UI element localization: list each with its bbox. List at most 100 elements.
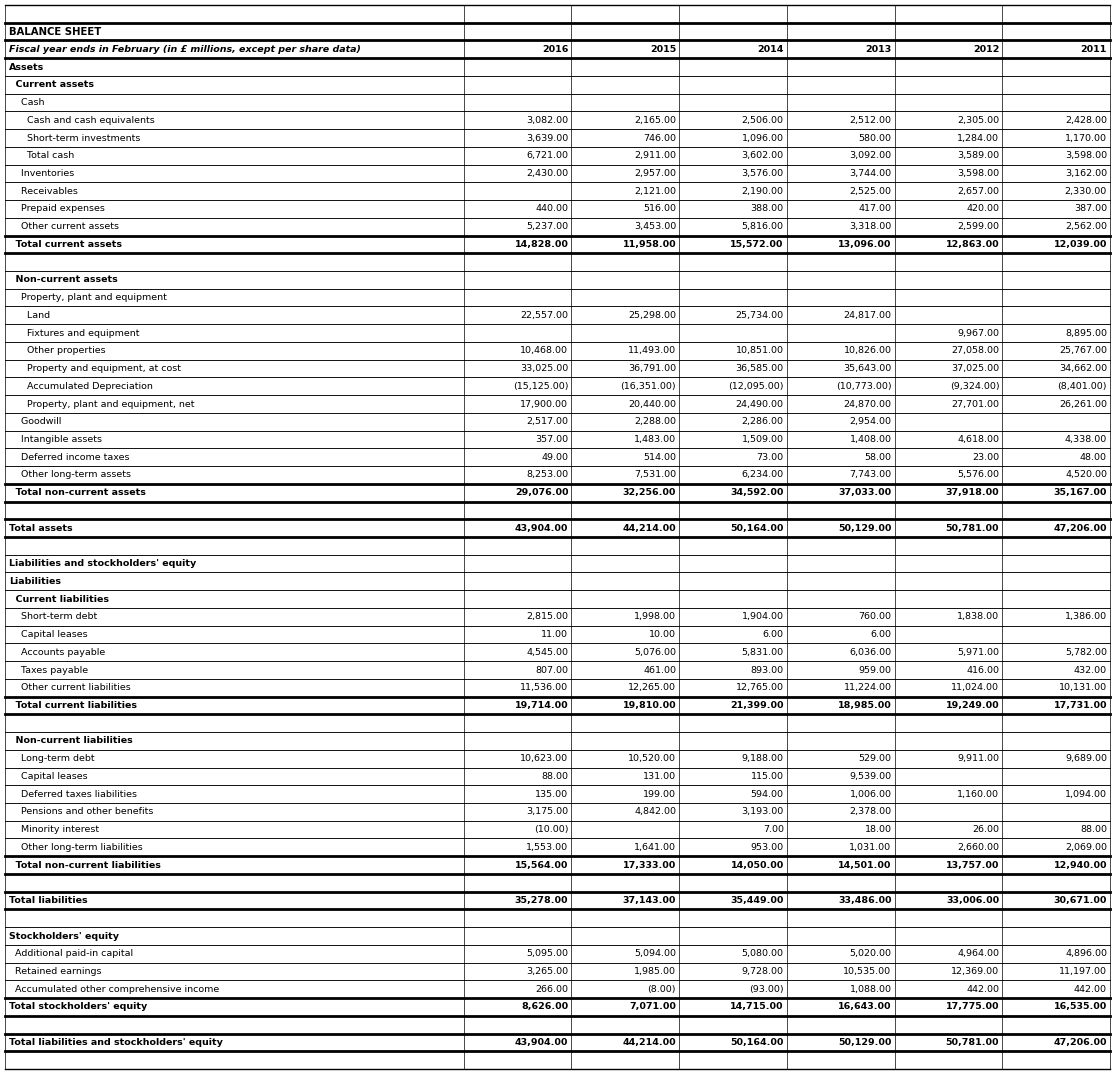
Text: 11,197.00: 11,197.00 bbox=[1059, 967, 1107, 976]
Text: 12,765.00: 12,765.00 bbox=[736, 683, 784, 693]
Text: 43,904.00: 43,904.00 bbox=[515, 524, 569, 533]
Text: 1,284.00: 1,284.00 bbox=[958, 133, 999, 143]
Text: 36,585.00: 36,585.00 bbox=[736, 364, 784, 373]
Text: 10.00: 10.00 bbox=[649, 630, 676, 639]
Text: 36,791.00: 36,791.00 bbox=[628, 364, 676, 373]
Text: 2,069.00: 2,069.00 bbox=[1065, 843, 1107, 852]
Text: 1,031.00: 1,031.00 bbox=[850, 843, 892, 852]
Text: 514.00: 514.00 bbox=[643, 453, 676, 462]
Text: Total liabilities: Total liabilities bbox=[9, 896, 88, 905]
Text: 440.00: 440.00 bbox=[535, 204, 569, 214]
Text: Accumulated Depreciation: Accumulated Depreciation bbox=[9, 381, 153, 391]
Text: Other current assets: Other current assets bbox=[9, 222, 119, 231]
Text: Taxes payable: Taxes payable bbox=[9, 666, 88, 674]
Text: 3,175.00: 3,175.00 bbox=[526, 808, 569, 816]
Text: 5,076.00: 5,076.00 bbox=[634, 648, 676, 657]
Text: 4,545.00: 4,545.00 bbox=[526, 648, 569, 657]
Text: 266.00: 266.00 bbox=[535, 985, 569, 993]
Text: 9,188.00: 9,188.00 bbox=[741, 754, 784, 764]
Text: Land: Land bbox=[9, 310, 50, 320]
Text: Minority interest: Minority interest bbox=[9, 825, 99, 834]
Text: 2,305.00: 2,305.00 bbox=[957, 116, 999, 125]
Text: 1,838.00: 1,838.00 bbox=[957, 612, 999, 621]
Text: Fixtures and equipment: Fixtures and equipment bbox=[9, 329, 139, 337]
Text: Property and equipment, at cost: Property and equipment, at cost bbox=[9, 364, 181, 373]
Text: 9,728.00: 9,728.00 bbox=[741, 967, 784, 976]
Text: 893.00: 893.00 bbox=[750, 666, 784, 674]
Text: Receivables: Receivables bbox=[9, 187, 78, 195]
Text: 461.00: 461.00 bbox=[643, 666, 676, 674]
Text: 15,572.00: 15,572.00 bbox=[730, 240, 784, 249]
Text: Inventories: Inventories bbox=[9, 169, 75, 178]
Text: 442.00: 442.00 bbox=[967, 985, 999, 993]
Text: 2,957.00: 2,957.00 bbox=[634, 169, 676, 178]
Text: 135.00: 135.00 bbox=[535, 789, 569, 799]
Text: Non-current liabilities: Non-current liabilities bbox=[9, 737, 133, 745]
Text: Retained earnings: Retained earnings bbox=[9, 967, 101, 976]
Text: 50,164.00: 50,164.00 bbox=[730, 524, 784, 533]
Text: Accounts payable: Accounts payable bbox=[9, 648, 105, 657]
Text: 5,094.00: 5,094.00 bbox=[634, 949, 676, 958]
Text: 3,193.00: 3,193.00 bbox=[741, 808, 784, 816]
Text: 3,576.00: 3,576.00 bbox=[741, 169, 784, 178]
Text: 1,998.00: 1,998.00 bbox=[634, 612, 676, 621]
Text: 50,781.00: 50,781.00 bbox=[946, 524, 999, 533]
Text: 442.00: 442.00 bbox=[1074, 985, 1107, 993]
Text: Pensions and other benefits: Pensions and other benefits bbox=[9, 808, 154, 816]
Text: 3,082.00: 3,082.00 bbox=[526, 116, 569, 125]
Text: (16,351.00): (16,351.00) bbox=[620, 381, 676, 391]
Text: 3,602.00: 3,602.00 bbox=[741, 151, 784, 160]
Text: 13,096.00: 13,096.00 bbox=[838, 240, 892, 249]
Text: 11,224.00: 11,224.00 bbox=[844, 683, 892, 693]
Text: 417.00: 417.00 bbox=[859, 204, 892, 214]
Text: 35,643.00: 35,643.00 bbox=[843, 364, 892, 373]
Text: 2,428.00: 2,428.00 bbox=[1065, 116, 1107, 125]
Text: 33,006.00: 33,006.00 bbox=[947, 896, 999, 905]
Text: 88.00: 88.00 bbox=[541, 772, 569, 781]
Text: 17,333.00: 17,333.00 bbox=[623, 860, 676, 870]
Text: 7,531.00: 7,531.00 bbox=[634, 470, 676, 479]
Text: (10,773.00): (10,773.00) bbox=[836, 381, 892, 391]
Text: 2,517.00: 2,517.00 bbox=[526, 417, 569, 426]
Text: 416.00: 416.00 bbox=[967, 666, 999, 674]
Text: 9,539.00: 9,539.00 bbox=[850, 772, 892, 781]
Text: 49.00: 49.00 bbox=[541, 453, 569, 462]
Text: 516.00: 516.00 bbox=[643, 204, 676, 214]
Text: 25,767.00: 25,767.00 bbox=[1059, 346, 1107, 355]
Text: 19,249.00: 19,249.00 bbox=[946, 701, 999, 710]
Text: 1,641.00: 1,641.00 bbox=[634, 843, 676, 852]
Text: 8,253.00: 8,253.00 bbox=[526, 470, 569, 479]
Text: 2,660.00: 2,660.00 bbox=[958, 843, 999, 852]
Text: 1,094.00: 1,094.00 bbox=[1065, 789, 1107, 799]
Text: Total current liabilities: Total current liabilities bbox=[9, 701, 137, 710]
Text: Other current liabilities: Other current liabilities bbox=[9, 683, 130, 693]
Text: Liabilities and stockholders' equity: Liabilities and stockholders' equity bbox=[9, 560, 196, 568]
Text: 3,318.00: 3,318.00 bbox=[850, 222, 892, 231]
Text: 8,895.00: 8,895.00 bbox=[1065, 329, 1107, 337]
Text: 420.00: 420.00 bbox=[967, 204, 999, 214]
Text: Intangible assets: Intangible assets bbox=[9, 435, 101, 444]
Text: 2,657.00: 2,657.00 bbox=[958, 187, 999, 195]
Text: 7,743.00: 7,743.00 bbox=[850, 470, 892, 479]
Text: 2,911.00: 2,911.00 bbox=[634, 151, 676, 160]
Text: 1,509.00: 1,509.00 bbox=[741, 435, 784, 444]
Text: 50,164.00: 50,164.00 bbox=[730, 1037, 784, 1047]
Text: 1,170.00: 1,170.00 bbox=[1065, 133, 1107, 143]
Text: 2,562.00: 2,562.00 bbox=[1065, 222, 1107, 231]
Text: 11,536.00: 11,536.00 bbox=[521, 683, 569, 693]
Text: Stockholders' equity: Stockholders' equity bbox=[9, 931, 119, 941]
Text: 21,399.00: 21,399.00 bbox=[730, 701, 784, 710]
Text: 807.00: 807.00 bbox=[535, 666, 569, 674]
Text: Short-term debt: Short-term debt bbox=[9, 612, 97, 621]
Text: Fiscal year ends in February (in £ millions, except per share data): Fiscal year ends in February (in £ milli… bbox=[9, 45, 361, 54]
Text: Prepaid expenses: Prepaid expenses bbox=[9, 204, 105, 214]
Text: 11,493.00: 11,493.00 bbox=[628, 346, 676, 355]
Text: 2,430.00: 2,430.00 bbox=[526, 169, 569, 178]
Text: 30,671.00: 30,671.00 bbox=[1054, 896, 1107, 905]
Text: 1,088.00: 1,088.00 bbox=[850, 985, 892, 993]
Text: 199.00: 199.00 bbox=[643, 789, 676, 799]
Text: 19,810.00: 19,810.00 bbox=[622, 701, 676, 710]
Text: 48.00: 48.00 bbox=[1080, 453, 1107, 462]
Text: 33,025.00: 33,025.00 bbox=[520, 364, 569, 373]
Text: 14,828.00: 14,828.00 bbox=[514, 240, 569, 249]
